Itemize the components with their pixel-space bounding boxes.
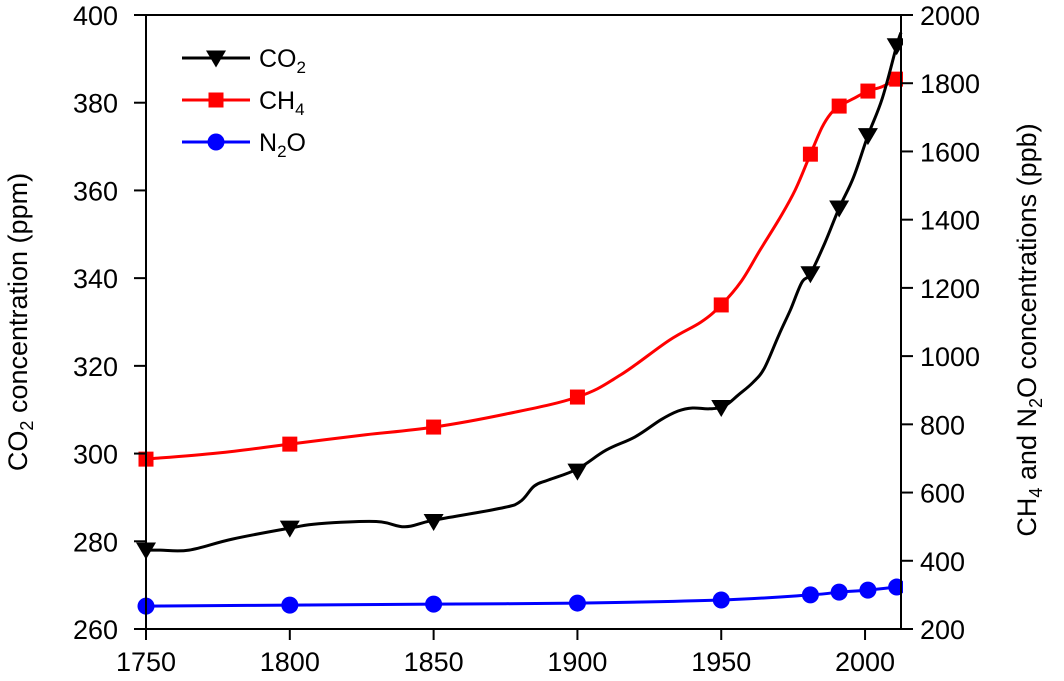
co2-line xyxy=(146,32,903,553)
x-tick-label: 2000 xyxy=(835,647,895,677)
y-right-tick-label: 400 xyxy=(920,547,965,577)
co2-marker xyxy=(279,520,300,538)
x-tick-label: 1900 xyxy=(547,647,607,677)
ch4-marker xyxy=(569,389,585,405)
y-right-tick-label: 1400 xyxy=(920,206,980,236)
ticks-layer: 1750 1800 1850 1900 1950 2000 260 280 300 320 340 3… xyxy=(73,1,980,677)
series-n2o xyxy=(137,578,903,615)
legend-label: CH4 xyxy=(259,87,305,119)
legend-item-co2: CO2 xyxy=(182,45,306,77)
legend: CO2 CH4 N2O xyxy=(182,45,306,161)
n2o-marker xyxy=(568,594,586,612)
n2o-marker xyxy=(859,581,877,599)
y-right-tick-label: 1600 xyxy=(920,137,980,167)
y-right-tick-label: 2000 xyxy=(920,1,980,31)
n2o-marker xyxy=(712,591,730,609)
co2-marker xyxy=(423,514,444,532)
series-layer xyxy=(136,32,903,615)
y-right-tick-label: 600 xyxy=(920,479,965,509)
y-left-tick-label: 320 xyxy=(73,352,118,382)
n2o-line xyxy=(145,585,903,608)
y-right-tick-label: 1200 xyxy=(920,274,980,304)
y-left-tick-label: 360 xyxy=(73,176,118,206)
series-ch4 xyxy=(138,71,903,467)
n2o-marker xyxy=(281,596,299,614)
y-left-tick-label: 340 xyxy=(73,264,118,294)
x-tick-label: 1800 xyxy=(260,647,320,677)
co2-marker xyxy=(829,200,850,218)
legend-item-n2o: N2O xyxy=(182,129,306,161)
y-right-tick-label: 1800 xyxy=(920,69,980,99)
y-right-tick-label: 200 xyxy=(920,615,965,645)
n2o-marker xyxy=(801,586,819,604)
n2o-marker xyxy=(888,578,903,596)
ch4-marker xyxy=(282,436,298,452)
legend-label: CO2 xyxy=(259,45,306,77)
co2-marker xyxy=(886,38,903,56)
legend-label: N2O xyxy=(259,129,306,161)
y-right-tick-label: 1000 xyxy=(920,342,980,372)
ch4-marker xyxy=(831,98,847,114)
co2-marker xyxy=(567,463,588,481)
y-left-axis-title: CO2 concentration (ppm) xyxy=(3,173,37,471)
y-left-tick-label: 400 xyxy=(73,1,118,31)
series-co2 xyxy=(136,32,903,560)
ch4-marker xyxy=(860,83,876,99)
ch4-marker xyxy=(426,419,442,435)
x-tick-label: 1850 xyxy=(404,647,464,677)
y-left-tick-label: 300 xyxy=(73,440,118,470)
y-left-tick-label: 380 xyxy=(73,89,118,119)
legend-marker xyxy=(207,133,225,151)
y-left-tick-label: 260 xyxy=(73,615,118,645)
y-left-tick-label: 280 xyxy=(73,527,118,557)
legend-marker xyxy=(206,50,226,68)
n2o-marker xyxy=(830,583,848,601)
legend-item-ch4: CH4 xyxy=(182,87,305,119)
y-right-tick-label: 800 xyxy=(920,410,965,440)
co2-marker xyxy=(711,400,732,418)
co2-marker xyxy=(800,266,821,284)
co2-marker xyxy=(857,128,878,146)
ch4-marker xyxy=(713,297,729,313)
n2o-marker xyxy=(425,595,443,613)
axes-layer xyxy=(145,14,902,630)
x-tick-label: 1950 xyxy=(691,647,751,677)
ch4-marker xyxy=(889,71,903,87)
y-right-axis-title: CH4 and N2O concentrations (ppb) xyxy=(1012,123,1046,536)
ch4-line xyxy=(145,76,902,461)
ch4-marker xyxy=(802,146,818,162)
x-tick-label: 1750 xyxy=(116,647,176,677)
legend-marker xyxy=(208,92,224,108)
